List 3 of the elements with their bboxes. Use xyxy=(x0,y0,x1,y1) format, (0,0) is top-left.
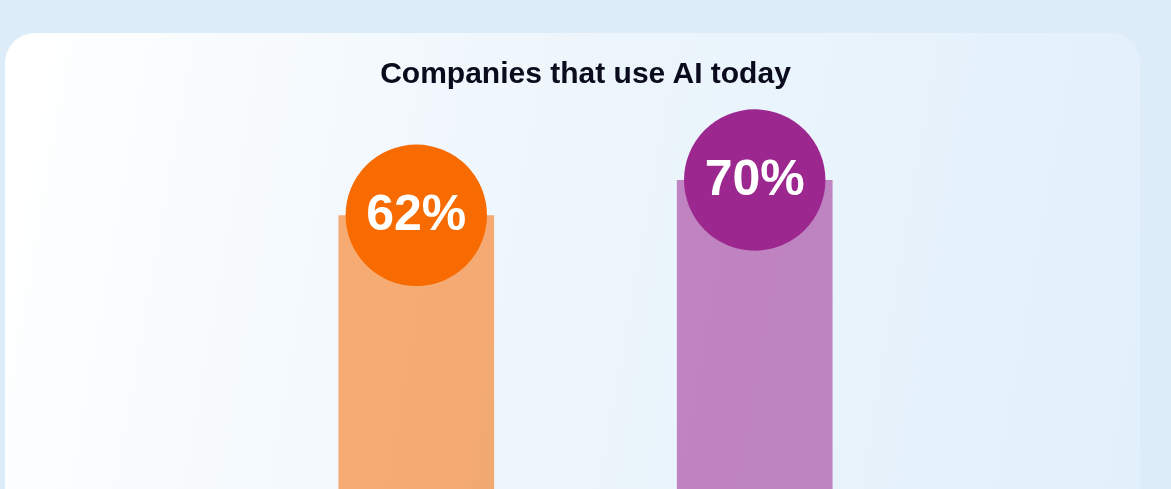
data-label: 70% xyxy=(704,150,805,206)
chart-title: Companies that use AI today xyxy=(380,56,792,90)
data-label: 62% xyxy=(366,185,467,242)
